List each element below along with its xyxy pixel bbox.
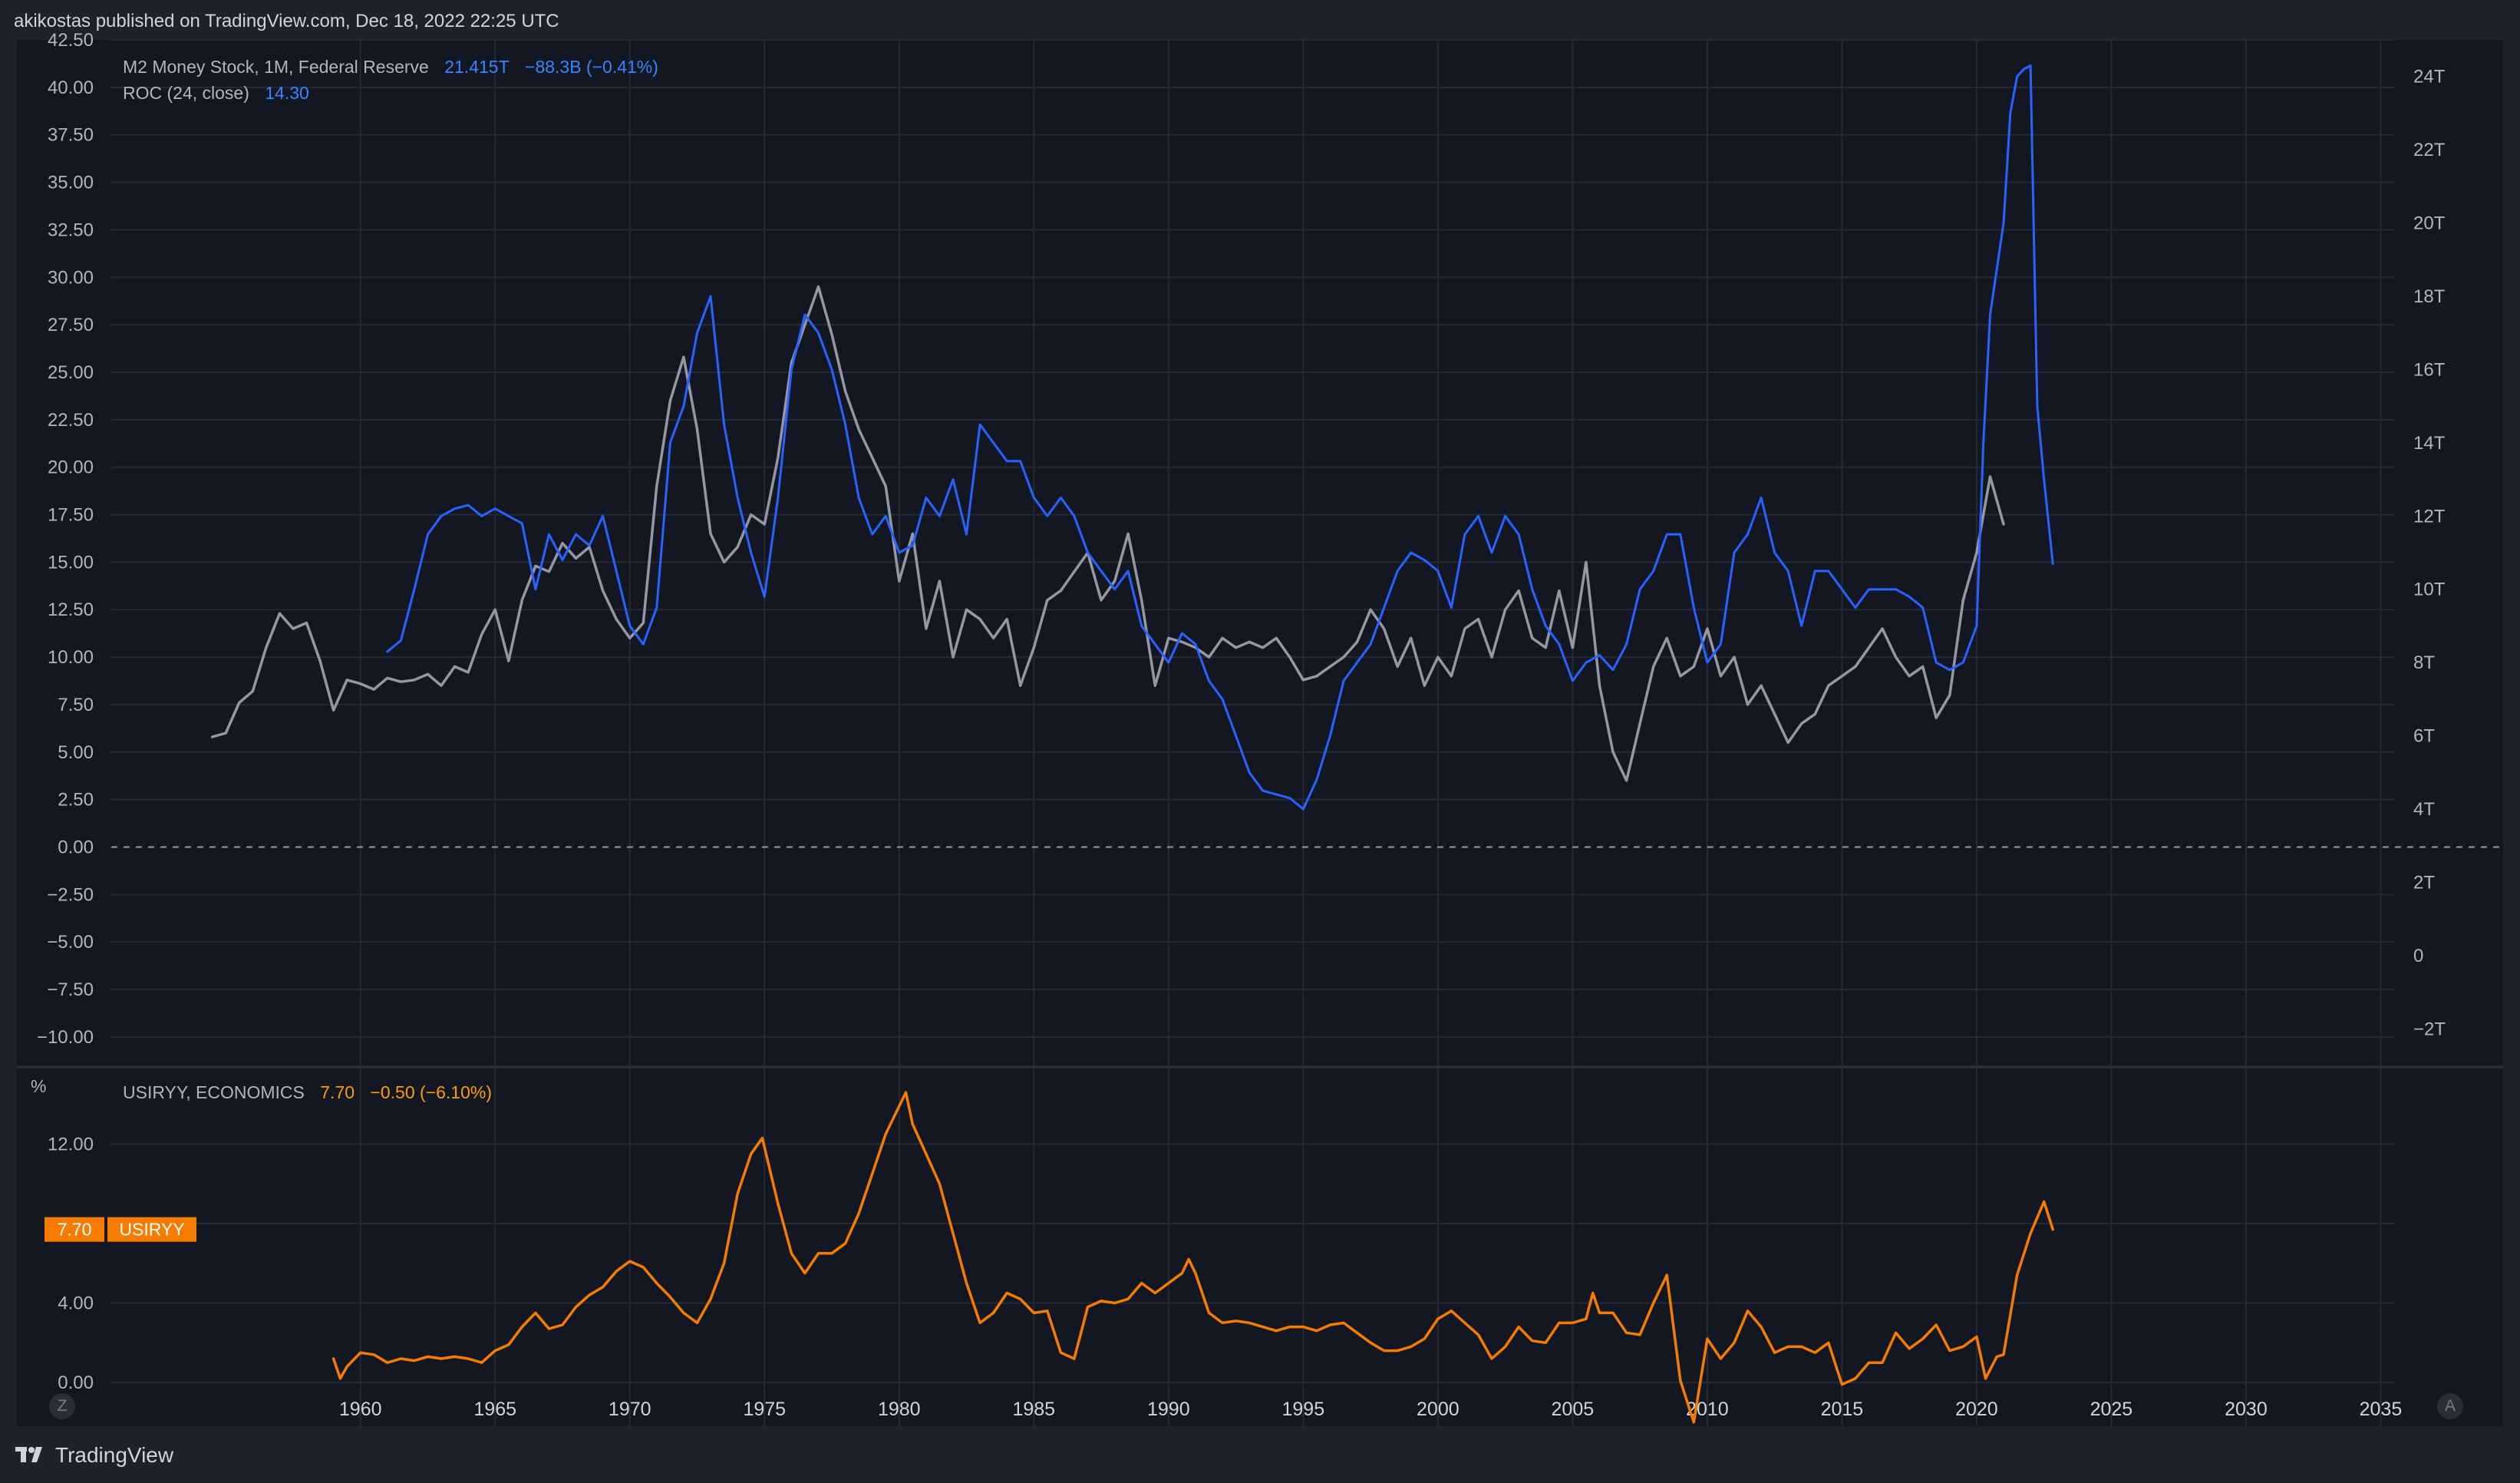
legend-usiryy-value: 7.70: [320, 1082, 355, 1102]
left-axis-tick-label: 32.50: [48, 220, 94, 240]
zoom-button[interactable]: Z: [49, 1393, 75, 1419]
right-axis-tick-label: 12T: [2413, 506, 2446, 527]
left-axis-tick-label: 15.00: [48, 552, 94, 573]
right-axis-tick-label: 10T: [2413, 580, 2446, 600]
bottom-axis-tick-label: 12.00: [48, 1134, 94, 1154]
tradingview-logo-icon: [15, 1447, 42, 1462]
publish-line: akikostas published on TradingView.com, …: [14, 11, 559, 31]
legend-usiryy-name: USIRYY, ECONOMICS: [123, 1082, 305, 1102]
price-tag-symbol: USIRYY: [119, 1220, 184, 1240]
left-axis-tick-label: 2.50: [58, 790, 94, 811]
brand[interactable]: TradingView: [15, 1440, 173, 1471]
legend-m2-name: M2 Money Stock, 1M, Federal Reserve: [123, 57, 429, 77]
left-axis-tick-label: 7.50: [58, 695, 94, 715]
price-tag-symbol-box: [107, 1217, 196, 1242]
time-tick-label: 2000: [1417, 1399, 1460, 1420]
time-tick-label: 2020: [1955, 1399, 1998, 1420]
right-axis-tick-label: 24T: [2413, 67, 2446, 88]
bottom-price-axis[interactable]: 12.00 4.00 0.00: [48, 1134, 94, 1393]
left-axis-tick-label: 0.00: [58, 837, 94, 857]
legend-roc-value: 14.30: [265, 83, 309, 103]
time-axis[interactable]: 1960 1965 1970 1975 1980 1985 1990 1995 2000 2005…: [339, 1399, 2402, 1420]
right-axis-tick-label: 2T: [2413, 872, 2435, 893]
legend-m2-change: −88.3B (−0.41%): [525, 57, 658, 77]
bottom-pane-background: [17, 1068, 2503, 1426]
legend-usiryy[interactable]: USIRYY, ECONOMICS 7.70 −0.50 (−6.10%): [123, 1082, 503, 1103]
auto-scale-button[interactable]: A: [2437, 1393, 2463, 1419]
legend-usiryy-change: −0.50 (−6.10%): [370, 1082, 492, 1102]
left-axis-tick-label: −2.50: [47, 884, 94, 905]
time-tick-label: 1970: [609, 1399, 651, 1420]
time-tick-label: 1995: [1282, 1399, 1325, 1420]
time-tick-label: 2030: [2225, 1399, 2268, 1420]
price-tag-value-box: [45, 1217, 104, 1242]
left-axis-tick-label: 22.50: [48, 410, 94, 431]
time-tick-label: 2025: [2090, 1399, 2133, 1420]
legend-roc-name: ROC (24, close): [123, 83, 249, 103]
right-axis-tick-label: 22T: [2413, 140, 2446, 160]
brand-name: TradingView: [55, 1443, 174, 1467]
left-axis-tick-label: 27.50: [48, 315, 94, 335]
usiryy-series-line: [331, 1091, 2054, 1424]
left-price-axis[interactable]: 42.50 40.00 37.50 35.00 32.50 30.00 27.50 25.00…: [37, 30, 94, 1048]
left-axis-tick-label: 42.50: [48, 30, 94, 51]
footer-bar: [0, 1428, 2520, 1483]
left-axis-tick-label: 12.50: [48, 599, 94, 620]
series-layer: [210, 64, 2054, 1424]
time-tick-label: 2035: [2360, 1399, 2403, 1420]
right-axis-tick-label: 8T: [2413, 652, 2435, 673]
legend-m2-value: 21.415T: [444, 57, 510, 77]
left-axis-tick-label: −7.50: [47, 979, 94, 1000]
top-pane-background: [17, 40, 2503, 1065]
time-tick-label: 1975: [743, 1399, 786, 1420]
right-axis-tick-label: 14T: [2413, 433, 2446, 454]
time-tick-label: 2015: [1821, 1399, 1864, 1420]
left-axis-tick-label: 10.00: [48, 647, 94, 668]
time-tick-label: 1985: [1012, 1399, 1055, 1420]
left-axis-tick-label: −10.00: [37, 1027, 94, 1048]
legend-roc[interactable]: ROC (24, close) 14.30: [123, 83, 320, 104]
time-tick-label: 1990: [1147, 1399, 1190, 1420]
price-tag-layer: 7.70 USIRYY: [45, 1217, 196, 1242]
right-axis-tick-label: 16T: [2413, 359, 2446, 380]
left-axis-tick-label: 37.50: [48, 125, 94, 146]
left-axis-tick-label: 17.50: [48, 505, 94, 526]
time-tick-label: 1965: [473, 1399, 516, 1420]
time-tick-label: 2005: [1552, 1399, 1595, 1420]
left-axis-tick-label: 40.00: [48, 78, 94, 98]
publish-bar: akikostas published on TradingView.com, …: [0, 0, 2520, 40]
bottom-axis-tick-label: 4.00: [58, 1293, 94, 1313]
m2-series-line: [386, 64, 2054, 811]
left-axis-tick-label: 35.00: [48, 173, 94, 193]
left-axis-tick-label: 25.00: [48, 362, 94, 383]
bottom-pane-unit-label: %: [31, 1076, 47, 1096]
right-axis-tick-label: 6T: [2413, 726, 2435, 747]
left-axis-tick-label: 20.00: [48, 457, 94, 478]
grid-layer: [111, 39, 2394, 1426]
right-axis-tick-label: −2T: [2413, 1019, 2446, 1039]
price-tag-value: 7.70: [58, 1220, 92, 1240]
left-axis-tick-label: 5.00: [58, 742, 94, 763]
right-axis-tick-label: 18T: [2413, 286, 2446, 307]
time-tick-label: 1960: [339, 1399, 382, 1420]
roc-series-line: [210, 285, 2005, 782]
time-tick-label: 1980: [878, 1399, 921, 1420]
left-axis-tick-label: −5.00: [47, 932, 94, 953]
right-axis-tick-label: 0: [2413, 946, 2423, 966]
right-axis-tick-label: 4T: [2413, 799, 2435, 820]
left-axis-tick-label: 30.00: [48, 267, 94, 288]
right-axis-tick-label: 20T: [2413, 213, 2446, 234]
bottom-axis-tick-label: 0.00: [58, 1372, 94, 1393]
right-price-axis[interactable]: 24T 22T 20T 18T 16T 14T 12T 10T 8T 6T 4T 2T 0 −2T: [2413, 67, 2446, 1040]
legend-m2[interactable]: M2 Money Stock, 1M, Federal Reserve 21.4…: [123, 57, 669, 78]
